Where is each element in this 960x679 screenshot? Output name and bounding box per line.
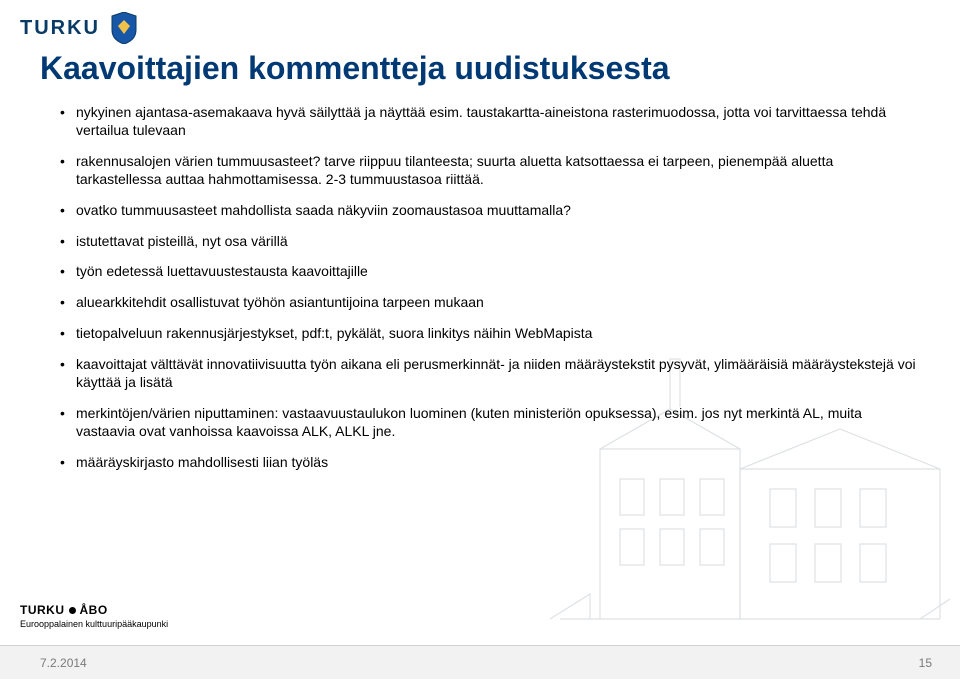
footer-page-number: 15 (919, 656, 932, 670)
bullet-content: nykyinen ajantasa-asemakaava hyvä säilyt… (60, 104, 920, 485)
bullet-item: määräyskirjasto mahdollisesti liian työl… (60, 454, 920, 472)
bullet-item: tietopalveluun rakennusjärjestykset, pdf… (60, 325, 920, 343)
footer-date: 7.2.2014 (40, 656, 87, 670)
footer-logo-dot-icon (69, 607, 76, 614)
slide-title: Kaavoittajien kommentteja uudistuksesta (40, 50, 920, 87)
brand-crest-icon (110, 12, 138, 44)
bullet-item: aluearkkitehdit osallistuvat työhön asia… (60, 294, 920, 312)
bullet-item: merkintöjen/värien niputtaminen: vastaav… (60, 405, 920, 441)
footer-logo: TURKU ÅBO Eurooppalainen kulttuuripääkau… (20, 603, 168, 629)
bullet-item: kaavoittajat välttävät innovatiivisuutta… (60, 356, 920, 392)
bullet-item: ovatko tummuusasteet mahdollista saada n… (60, 202, 920, 220)
footer-bar: 7.2.2014 15 (0, 645, 960, 679)
brand-header: TURKU (20, 12, 138, 44)
footer-logo-tagline: Eurooppalainen kulttuuripääkaupunki (20, 619, 168, 629)
bullet-item: nykyinen ajantasa-asemakaava hyvä säilyt… (60, 104, 920, 140)
brand-word: TURKU (20, 17, 100, 40)
footer-logo-left: TURKU (20, 603, 65, 617)
bullet-item: rakennusalojen värien tummuusasteet? tar… (60, 153, 920, 189)
bullet-item: työn edetessä luettavuustestausta kaavoi… (60, 263, 920, 281)
footer-logo-right: ÅBO (80, 603, 108, 617)
bullet-item: istutettavat pisteillä, nyt osa värillä (60, 233, 920, 251)
